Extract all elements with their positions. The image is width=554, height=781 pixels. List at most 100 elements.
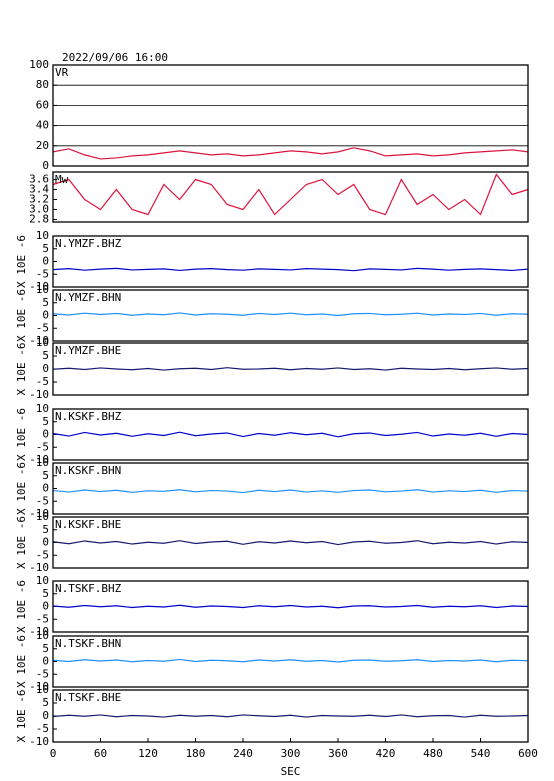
series-line xyxy=(52,714,529,718)
chart-title: 2022/09/06 16:00 xyxy=(62,51,168,64)
y-axis-label: X 10E -6 xyxy=(15,690,28,743)
series-label: N.KSKF.BHZ xyxy=(55,410,122,423)
y-tick-label: -10 xyxy=(29,561,49,574)
y-tick-label: 10 xyxy=(36,574,49,587)
panel-frame xyxy=(52,235,529,288)
y-tick-label: 10 xyxy=(36,402,49,415)
y-axis-label: X 10E -6 xyxy=(15,408,28,461)
y-tick-label: 5 xyxy=(42,242,49,255)
series-label: N.TSKF.BHN xyxy=(55,637,121,650)
y-tick-label: 10 xyxy=(36,283,49,296)
y-tick-label: 10 xyxy=(36,510,49,523)
series-line xyxy=(52,173,529,216)
panel-frame xyxy=(52,171,529,223)
y-tick-label: -10 xyxy=(29,735,49,748)
y-tick-label: 10 xyxy=(36,629,49,642)
series-label: N.TSKF.BHE xyxy=(55,691,121,704)
y-tick-label: 10 xyxy=(36,683,49,696)
y-tick-label: 5 xyxy=(42,696,49,709)
y-tick-label: -10 xyxy=(29,388,49,401)
y-tick-label: 5 xyxy=(42,469,49,482)
y-tick-label: 0 xyxy=(42,309,49,322)
x-axis-label: SEC xyxy=(281,765,301,778)
series-line xyxy=(52,540,529,546)
y-tick-label: 0 xyxy=(42,159,49,172)
y-tick-label: -10 xyxy=(29,280,49,293)
series-line xyxy=(52,267,529,272)
panel-frame xyxy=(52,462,529,515)
series-line xyxy=(52,312,529,317)
y-axis-label: X 10E -6 xyxy=(15,343,28,396)
y-tick-label: 0 xyxy=(42,482,49,495)
series-label: N.KSKF.BHN xyxy=(55,464,121,477)
x-tick-label: 360 xyxy=(328,747,348,760)
y-tick-label: -5 xyxy=(36,667,49,680)
y-axis-label: X 10E -6 xyxy=(15,580,28,633)
y-tick-label: 3.4 xyxy=(29,183,49,196)
y-tick-label: 5 xyxy=(42,349,49,362)
x-tick-label: 180 xyxy=(186,747,206,760)
series-line xyxy=(52,147,529,160)
panel-frame xyxy=(52,408,529,461)
series-label: N.YMZF.BHN xyxy=(55,291,121,304)
y-tick-label: 0 xyxy=(42,709,49,722)
series-label: N.YMZF.BHE xyxy=(55,344,121,357)
y-tick-label: 10 xyxy=(36,336,49,349)
y-tick-label: -5 xyxy=(36,494,49,507)
series-label: N.KSKF.BHE xyxy=(55,518,121,531)
y-axis-label: X 10E -6 xyxy=(15,289,28,342)
series-label: Mw xyxy=(55,173,69,186)
y-tick-label: -5 xyxy=(36,267,49,280)
y-tick-label: 10 xyxy=(36,229,49,242)
series-label: N.TSKF.BHZ xyxy=(55,582,122,595)
y-tick-label: 0 xyxy=(42,255,49,268)
y-tick-label: -10 xyxy=(29,507,49,520)
y-tick-label: 20 xyxy=(36,139,49,152)
y-tick-label: -5 xyxy=(36,722,49,735)
y-tick-label: 80 xyxy=(36,78,49,91)
y-tick-label: -5 xyxy=(36,375,49,388)
y-tick-label: 5 xyxy=(42,296,49,309)
y-tick-label: -5 xyxy=(36,548,49,561)
y-tick-label: 3.2 xyxy=(29,193,49,206)
panel-frame xyxy=(52,289,529,342)
series-line xyxy=(52,431,529,438)
y-tick-label: -10 xyxy=(29,680,49,693)
x-tick-label: 540 xyxy=(471,747,491,760)
y-tick-label: 0 xyxy=(42,536,49,549)
x-tick-label: 0 xyxy=(50,747,57,760)
series-line xyxy=(52,489,529,494)
x-tick-label: 480 xyxy=(423,747,443,760)
y-tick-label: -5 xyxy=(36,321,49,334)
y-axis-label: X 10E -6 xyxy=(15,462,28,515)
y-tick-label: 3.0 xyxy=(29,203,49,216)
y-tick-label: -10 xyxy=(29,334,49,347)
series-label: VR xyxy=(55,66,69,79)
y-tick-label: 5 xyxy=(42,523,49,536)
series-line xyxy=(52,604,529,609)
y-axis-label: X 10E -6 xyxy=(15,516,28,569)
x-tick-label: 600 xyxy=(518,747,538,760)
y-tick-label: -10 xyxy=(29,625,49,638)
y-tick-label: -5 xyxy=(36,440,49,453)
y-tick-label: 5 xyxy=(42,415,49,428)
y-tick-label: 10 xyxy=(36,456,49,469)
y-tick-label: 2.8 xyxy=(29,213,49,226)
x-tick-label: 420 xyxy=(376,747,396,760)
series-line xyxy=(52,367,529,371)
y-tick-label: 0 xyxy=(42,600,49,613)
x-tick-label: 300 xyxy=(281,747,301,760)
y-tick-label: 5 xyxy=(42,642,49,655)
y-tick-label: -10 xyxy=(29,453,49,466)
panel-frame xyxy=(52,635,529,688)
x-tick-label: 240 xyxy=(233,747,253,760)
y-tick-label: 0 xyxy=(42,362,49,375)
panel-frame xyxy=(52,342,529,396)
y-tick-label: 100 xyxy=(29,58,49,71)
y-tick-label: 0 xyxy=(42,428,49,441)
y-tick-label: -5 xyxy=(36,612,49,625)
y-tick-label: 0 xyxy=(42,655,49,668)
y-tick-label: 40 xyxy=(36,119,49,132)
